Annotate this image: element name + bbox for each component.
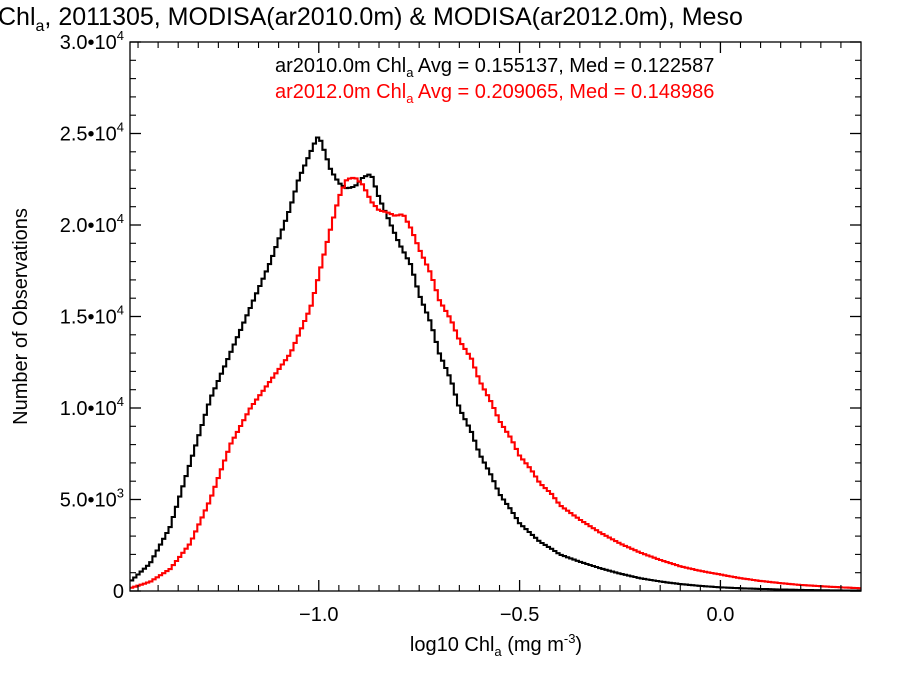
legend-subscript: a	[406, 65, 414, 80]
y-tick-mantissa: 2.5•10	[60, 124, 117, 146]
title-text: Chla, 2011305, MODISA(ar2010.0m) & MODIS…	[0, 3, 743, 35]
title-part: Chl	[0, 3, 36, 31]
y-tick-label: 2.5•104	[60, 120, 124, 146]
series-group	[130, 136, 861, 592]
y-tick-label: 2.0•104	[60, 211, 124, 237]
legend-part: Avg = 0.155137, Med = 0.122587	[413, 55, 714, 77]
y-tick-mantissa: 2.0•10	[60, 215, 117, 237]
legend-entry: ar2012.0m Chla Avg = 0.209065, Med = 0.1…	[275, 81, 714, 106]
x-axis-title: log10 Chla (mg m-3)	[410, 631, 582, 659]
legend-subscript: a	[406, 91, 414, 106]
xlabel-part: )	[575, 634, 582, 656]
axis-ticks	[130, 41, 861, 592]
y-tick-label: 3.0•104	[60, 28, 124, 54]
y-tick-exponent: 4	[117, 394, 124, 409]
x-axis-title-text: log10 Chla (mg m-3)	[410, 631, 582, 659]
xlabel-subscript: a	[494, 644, 502, 659]
xlabel-part: (mg m	[502, 634, 564, 656]
y-tick-mantissa: 1.5•10	[60, 307, 117, 329]
y-tick-label: 1.5•104	[60, 303, 124, 329]
y-axis-title-text: Number of Observations	[10, 208, 32, 425]
x-tick-label: −1.0	[299, 604, 338, 626]
title-subscript: a	[36, 18, 45, 35]
xlabel-part: log10 Chl	[410, 634, 495, 656]
y-tick-label: 0	[113, 581, 124, 603]
chart-title: Chla, 2011305, MODISA(ar2010.0m) & MODIS…	[0, 3, 743, 35]
y-tick-mantissa: 1.0•10	[60, 398, 117, 420]
series-line-2	[130, 176, 861, 590]
y-tick-mantissa: 3.0•10	[60, 32, 117, 54]
y-tick-exponent: 4	[117, 120, 124, 135]
y-tick-label: 1.0•104	[60, 394, 124, 420]
xlabel-superscript: -3	[564, 631, 576, 646]
legend-entry: ar2010.0m Chla Avg = 0.155137, Med = 0.1…	[275, 55, 714, 80]
y-tick-exponent: 3	[117, 486, 124, 501]
plot-frame	[129, 41, 862, 592]
legend-part: ar2012.0m Chl	[275, 81, 406, 103]
title-part: , 2011305, MODISA(ar2010.0m) & MODISA(ar…	[44, 3, 742, 31]
y-tick-exponent: 4	[117, 303, 124, 318]
y-tick-exponent: 4	[117, 211, 124, 226]
x-tick-labels: −1.0 −0.5 0.0	[299, 604, 734, 626]
legend-part: Avg = 0.209065, Med = 0.148986	[413, 81, 714, 103]
x-tick-label: −0.5	[500, 604, 539, 626]
legend: ar2010.0m Chla Avg = 0.155137, Med = 0.1…	[275, 55, 714, 106]
y-tick-exponent: 4	[117, 28, 124, 43]
legend-part: ar2010.0m Chl	[275, 55, 406, 77]
y-tick-mantissa: 0	[113, 581, 124, 603]
x-tick-label: 0.0	[707, 604, 735, 626]
series-line-1	[130, 136, 861, 592]
y-axis-title: Number of Observations	[10, 208, 32, 425]
y-tick-labels: 05.0•1031.0•1041.5•1042.0•1042.5•1043.0•…	[60, 28, 124, 603]
y-tick-label: 5.0•103	[60, 486, 124, 512]
y-tick-mantissa: 5.0•10	[60, 490, 117, 512]
